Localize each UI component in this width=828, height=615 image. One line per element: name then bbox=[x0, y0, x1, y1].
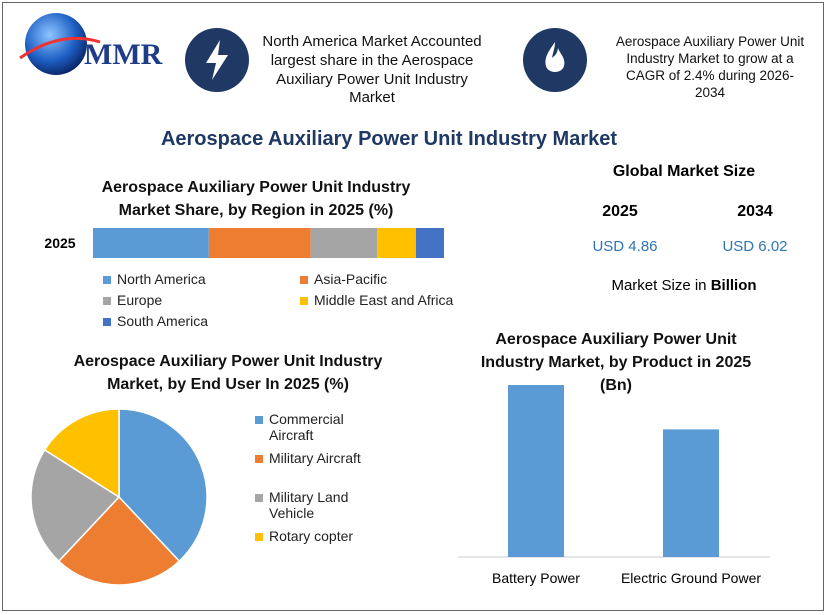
legend-item: Commercial Aircraft bbox=[255, 411, 380, 443]
note-text: Market Size in bbox=[611, 277, 707, 294]
icon-bolt-glyph bbox=[206, 40, 228, 80]
icon-flame-glyph bbox=[545, 42, 565, 72]
note-unit: Billion bbox=[710, 277, 757, 294]
market-value: USD 6.02 bbox=[722, 238, 788, 255]
category-label: 2025 bbox=[44, 235, 75, 251]
legend-swatch bbox=[255, 533, 263, 541]
pie-slice bbox=[30, 448, 121, 563]
legend-swatch bbox=[300, 297, 308, 305]
legend-swatch bbox=[255, 455, 263, 463]
bar-segment bbox=[415, 228, 444, 258]
legend-label: Military Land Vehicle bbox=[269, 489, 349, 521]
legend-item: Military Aircraft bbox=[255, 450, 380, 466]
chart-title: Aerospace Auxiliary Power Unit Industry … bbox=[480, 331, 752, 395]
bar-segment bbox=[377, 228, 416, 258]
legend-item: Asia-Pacific bbox=[300, 271, 480, 287]
legend-label: Commercial Aircraft bbox=[269, 411, 344, 443]
x-tick-label: Battery Power bbox=[492, 570, 580, 586]
legend-swatch bbox=[103, 297, 111, 305]
pie-slice bbox=[118, 408, 208, 563]
market-size-title: Global Market Size bbox=[612, 163, 756, 180]
logo-globe bbox=[25, 13, 87, 75]
legend-swatch bbox=[103, 318, 111, 326]
legend-label: South America bbox=[117, 313, 209, 329]
legend-label: North America bbox=[117, 271, 206, 287]
pie-slice bbox=[57, 495, 181, 586]
chart-title: Aerospace Auxiliary Power Unit Industry … bbox=[73, 353, 383, 394]
legend-item: North America bbox=[103, 271, 283, 287]
legend-swatch bbox=[255, 416, 263, 424]
bar-segment bbox=[93, 228, 209, 258]
market-size-note: Market Size in Billion bbox=[584, 277, 784, 294]
highlight: Aerospace Auxiliary Power Unit Industry … bbox=[615, 34, 805, 100]
highlight: North America Market Accounted largest s… bbox=[262, 33, 482, 107]
bar-segment bbox=[310, 228, 378, 258]
legend-label: Military Aircraft bbox=[269, 450, 361, 466]
legend-item: South America bbox=[103, 313, 283, 329]
legend-swatch bbox=[255, 494, 263, 502]
bar bbox=[663, 429, 719, 557]
legend-label: Europe bbox=[117, 292, 163, 308]
legend-label: Middle East and Africa bbox=[314, 292, 454, 308]
logo-swoosh bbox=[19, 36, 101, 60]
legend-item: Rotary copter bbox=[255, 528, 380, 544]
year: 2034 bbox=[737, 203, 773, 220]
legend-swatch bbox=[103, 276, 111, 284]
legend-item: Military Land Vehicle bbox=[255, 489, 380, 521]
legend-label: Asia-Pacific bbox=[314, 271, 388, 287]
x-tick-label: Electric Ground Power bbox=[621, 570, 761, 586]
logo-text: MMR bbox=[84, 38, 163, 71]
year: 2025 bbox=[602, 203, 638, 220]
legend-item: Europe bbox=[103, 292, 283, 308]
pie-slice bbox=[43, 408, 120, 499]
bar bbox=[508, 385, 564, 557]
bar-segment bbox=[208, 228, 311, 258]
market-value: USD 4.86 bbox=[592, 238, 658, 255]
legend-item: Middle East and Africa bbox=[300, 292, 480, 308]
legend-label: Rotary copter bbox=[269, 528, 354, 544]
legend-swatch bbox=[300, 276, 308, 284]
page-title: Aerospace Auxiliary Power Unit Industry … bbox=[160, 128, 618, 150]
chart-title: Aerospace Auxiliary Power Unit Industry … bbox=[101, 179, 411, 220]
